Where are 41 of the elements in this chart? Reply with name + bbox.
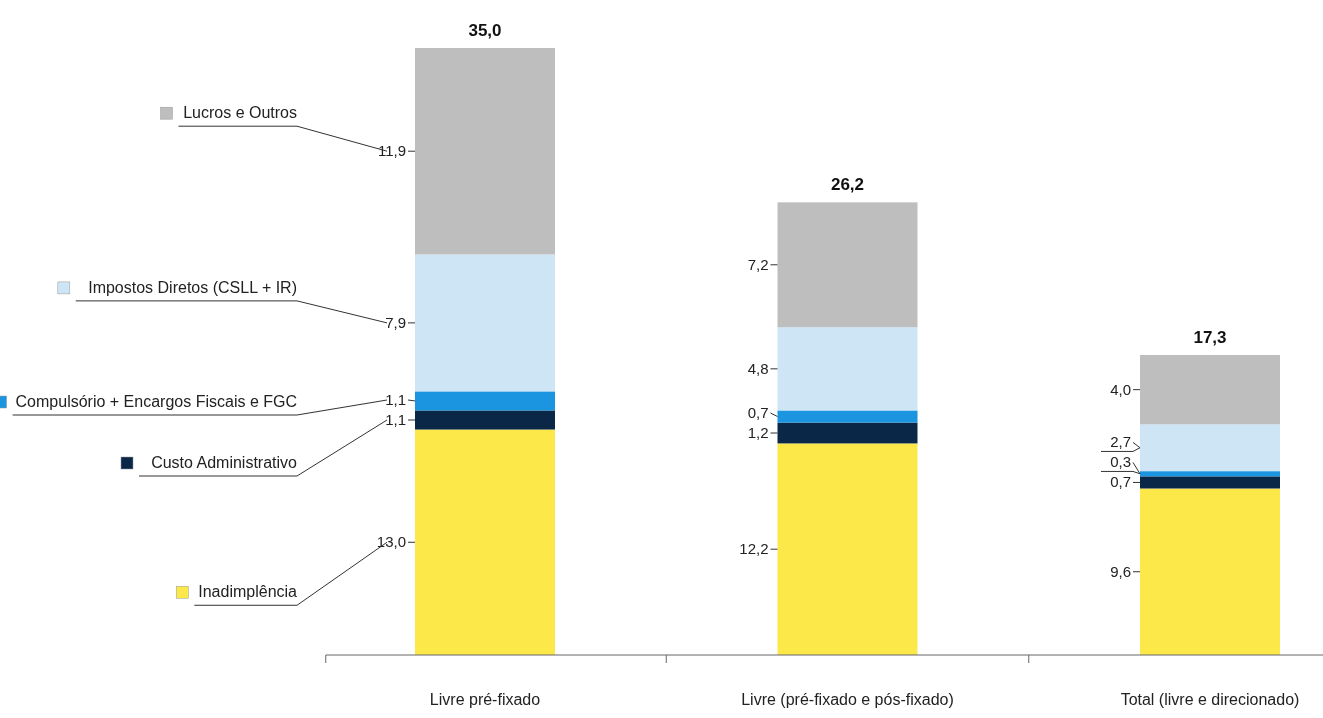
bar [1140, 354, 1280, 425]
bar [777, 327, 918, 411]
bar [415, 391, 555, 411]
data-label: 13,0 [376, 533, 406, 551]
data-label: 7,9 [385, 313, 406, 331]
data-label: 1,1 [385, 391, 406, 408]
total-label: 17,3 [1193, 327, 1227, 347]
data-label: 0,7 [747, 404, 769, 422]
data-label: 7,2 [747, 255, 769, 273]
data-label: 12,2 [739, 540, 769, 558]
data-label: 1,2 [747, 424, 769, 442]
bar [415, 48, 555, 255]
legend-label: Lucros e Outros [183, 104, 297, 122]
bar [1140, 471, 1280, 477]
bar [777, 422, 918, 444]
data-label: 1,1 [385, 411, 406, 428]
data-label: 4,8 [747, 359, 769, 377]
legend-label: Custo Administrativo [151, 454, 298, 471]
bar [777, 202, 918, 328]
x-tick-label: Total (livre e direcionado) [1120, 691, 1300, 708]
data-label: 2,7 [1110, 433, 1131, 451]
x-tick-label: Livre (pré-fixado e pós-fixado) [741, 691, 954, 708]
bar [1140, 424, 1280, 472]
data-label: 0,7 [1110, 473, 1131, 491]
legend-label: Inadimplência [198, 583, 298, 601]
bar [777, 410, 918, 423]
bar [415, 410, 555, 430]
data-label: 4,0 [1110, 380, 1131, 398]
bar [777, 443, 918, 655]
data-label: 0,3 [1110, 453, 1131, 471]
bar [415, 429, 555, 655]
data-label: 11,9 [377, 142, 406, 160]
total-label: 26,2 [830, 175, 865, 195]
bar [1140, 476, 1280, 489]
bar [1140, 488, 1280, 655]
bar [415, 254, 555, 392]
legend-label: Impostos Diretos (CSLL + IR) [88, 278, 297, 296]
legend-label: Compulsório + Encargos Fiscais e FGC [15, 393, 297, 410]
total-label: 35,0 [468, 21, 502, 40]
x-tick-label: Livre pré-fixado [429, 691, 541, 708]
data-label: 9,6 [1110, 562, 1131, 580]
